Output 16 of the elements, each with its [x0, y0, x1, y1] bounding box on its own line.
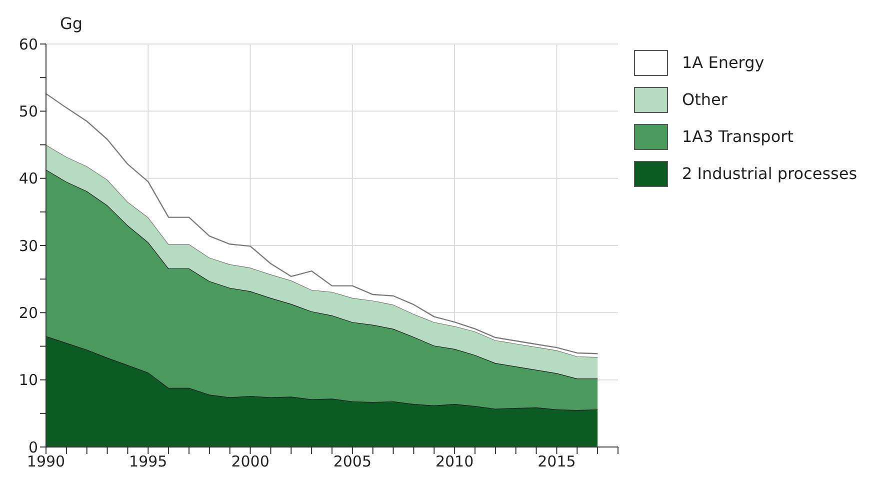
text: 1A Energy	[682, 53, 764, 72]
y-tick-label: 60	[18, 35, 38, 54]
y-tick-label: 10	[18, 371, 38, 390]
y-tick-label: 40	[18, 170, 38, 188]
legend-label: 2 Industrial processes	[682, 164, 858, 183]
y-tick-label: 50	[18, 102, 38, 120]
x-tick-label: 2005	[333, 452, 372, 471]
x-tick-label: 2000	[231, 452, 270, 471]
y-axis-title: Gg	[60, 14, 83, 33]
x-tick-label: 2010	[435, 452, 474, 471]
y-tick-label: 30	[18, 236, 38, 255]
legend-label: Other	[682, 90, 728, 109]
x-tick-label: 2015	[538, 452, 576, 471]
y-tick-label: 20	[18, 304, 38, 322]
legend-label: 1A3 Transport	[682, 127, 794, 146]
x-tick-label: 1995	[129, 452, 168, 471]
